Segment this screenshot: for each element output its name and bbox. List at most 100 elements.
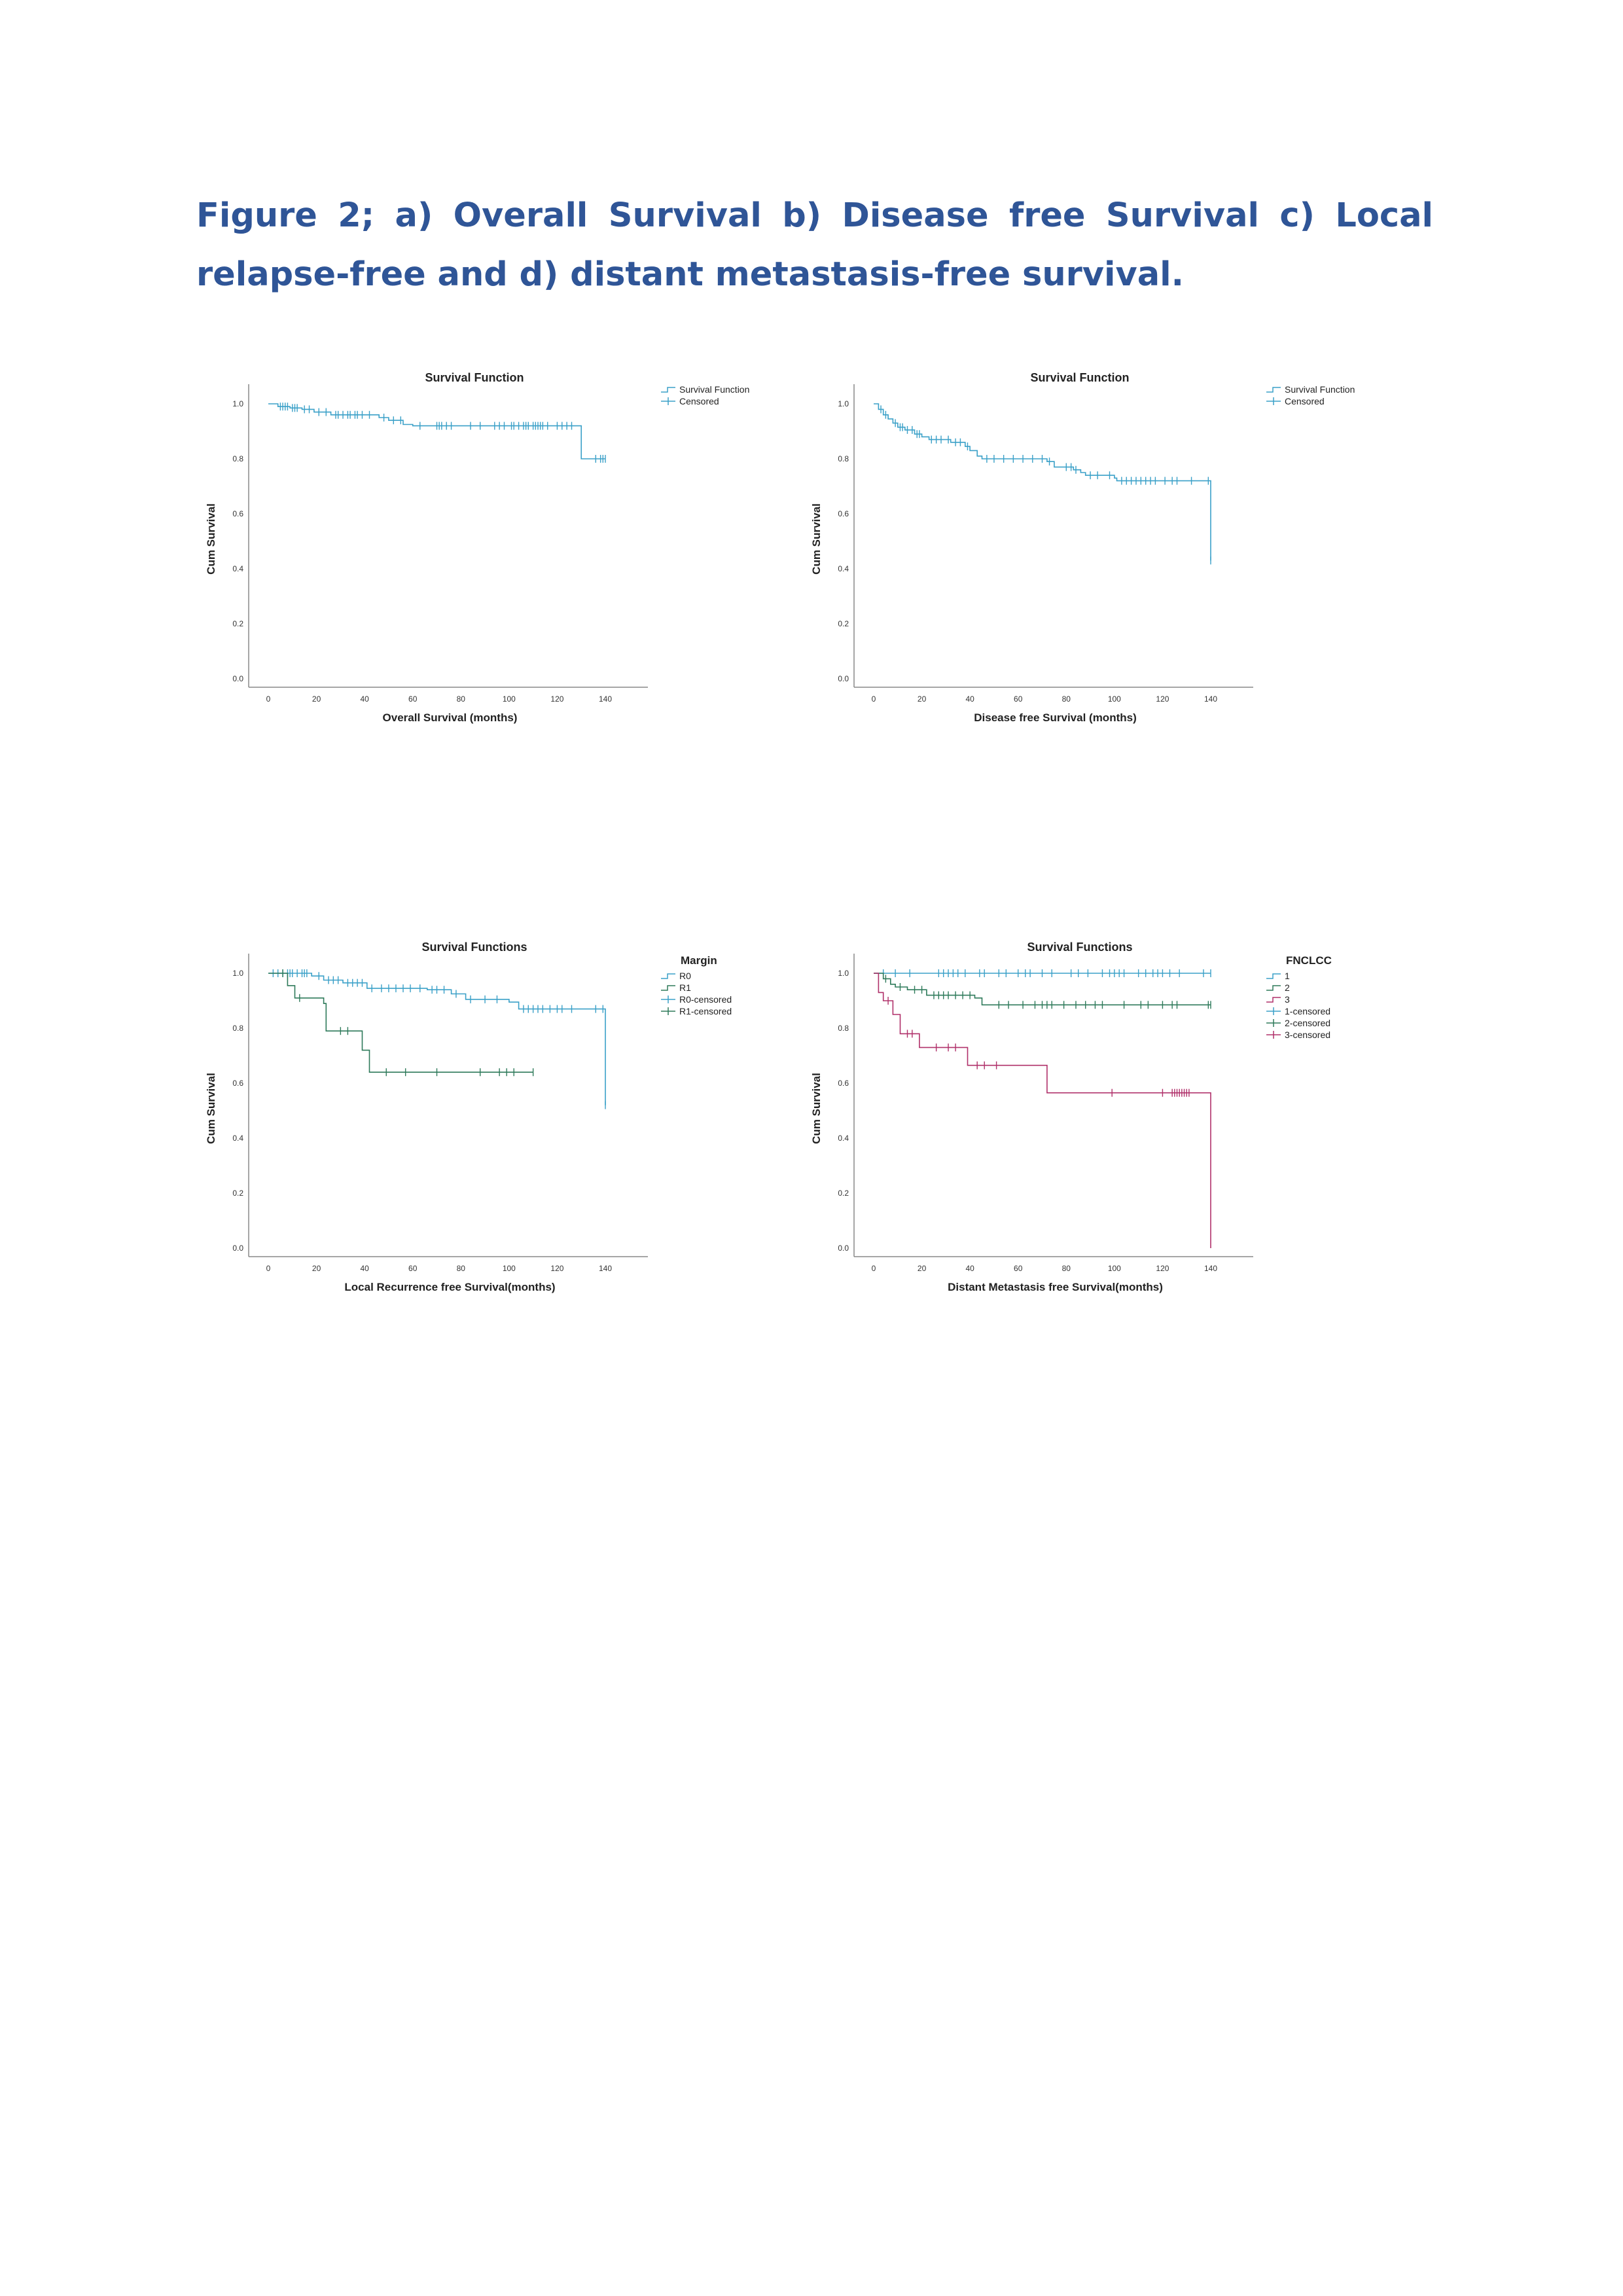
survival-step-line-survival-function (874, 403, 1211, 561)
legend-swatch-line (661, 387, 675, 393)
y-tick-label: 0.0 (232, 1244, 243, 1253)
legend-swatch-line (1266, 997, 1281, 1003)
chart-panel-a: Survival Function 0.0 0.2 0.4 0.6 0.8 1.0 0 20 40… (196, 370, 785, 724)
y-axis-label: Cum Survival (810, 503, 823, 575)
survival-step-line-3 (874, 973, 1211, 1248)
x-tick-label: 60 (1014, 694, 1023, 704)
legend-label: Censored (679, 396, 719, 406)
legend-label: R0-censored (679, 994, 732, 1005)
y-tick-label: 0.4 (232, 564, 243, 573)
survival-step-line-survival-function (268, 403, 605, 459)
y-tick-label: 0.4 (838, 564, 849, 573)
y-axis-label: Cum Survival (205, 503, 217, 575)
y-tick-label: 0.8 (232, 1024, 243, 1033)
x-tick-label: 120 (1156, 694, 1169, 704)
x-tick-label: 140 (1204, 1264, 1217, 1273)
y-tick-label: 0.2 (232, 1189, 243, 1198)
x-axis-label: Distant Metastasis free Survival(months) (948, 1281, 1163, 1293)
x-tick-label: 80 (1062, 694, 1071, 704)
legend-label: Survival Function (1285, 384, 1355, 395)
legend-label: 1 (1285, 971, 1290, 981)
y-axis-label: Cum Survival (205, 1073, 217, 1144)
y-tick-label: 1.0 (838, 969, 849, 978)
chart-svg-c: Survival Functions 0.0 0.2 0.4 0.6 0.8 1.0 0 20 4… (205, 941, 732, 1293)
y-tick-label: 0.4 (838, 1134, 849, 1143)
chart-panel-b: Survival Function 0.0 0.2 0.4 0.6 0.8 1.0 0 20 40… (802, 370, 1391, 724)
x-axis-label: Overall Survival (months) (383, 711, 518, 724)
x-axis-label: Local Recurrence free Survival(months) (344, 1281, 555, 1293)
legend-swatch-line (1266, 985, 1281, 991)
x-tick-label: 140 (599, 694, 612, 704)
chart-svg-b: Survival Function 0.0 0.2 0.4 0.6 0.8 1.0 0 20 40… (810, 371, 1355, 724)
x-tick-label: 60 (1014, 1264, 1023, 1273)
chart-title: Survival Function (1030, 371, 1129, 384)
x-tick-label: 20 (312, 1264, 321, 1273)
x-tick-label: 0 (872, 694, 876, 704)
x-tick-label: 0 (872, 1264, 876, 1273)
y-tick-label: 0.8 (838, 454, 849, 463)
x-tick-label: 0 (266, 1264, 271, 1273)
x-tick-label: 100 (1108, 1264, 1121, 1273)
chart-panel-d: Survival Functions 0.0 0.2 0.4 0.6 0.8 1.0 0 20 4… (802, 939, 1391, 1293)
x-tick-label: 100 (1108, 694, 1121, 704)
y-tick-label: 0.0 (838, 674, 849, 683)
x-tick-label: 80 (457, 1264, 466, 1273)
legend-label: 3-censored (1285, 1030, 1330, 1040)
chart-title: Survival Functions (1027, 941, 1132, 954)
x-tick-label: 0 (266, 694, 271, 704)
legend-label: Censored (1285, 396, 1325, 406)
y-tick-label: 0.2 (838, 1189, 849, 1198)
legend-label: Survival Function (679, 384, 749, 395)
y-tick-label: 0.6 (232, 509, 243, 518)
figure-caption: Figure 2; a) Overall Survival b) Disease… (196, 196, 1433, 294)
y-tick-label: 0.6 (838, 509, 849, 518)
x-tick-label: 60 (408, 694, 418, 704)
y-tick-label: 0.2 (232, 619, 243, 628)
chart-panel-c: Survival Functions 0.0 0.2 0.4 0.6 0.8 1.0 0 20 4… (196, 939, 785, 1293)
y-tick-label: 0.8 (838, 1024, 849, 1033)
legend-label: 1-censored (1285, 1006, 1330, 1016)
legend-label: 2-censored (1285, 1018, 1330, 1028)
y-tick-label: 0.6 (838, 1079, 849, 1088)
y-tick-label: 1.0 (232, 969, 243, 978)
y-tick-label: 1.0 (838, 399, 849, 408)
x-tick-label: 140 (599, 1264, 612, 1273)
x-tick-label: 120 (1156, 1264, 1169, 1273)
y-tick-label: 0.0 (838, 1244, 849, 1253)
y-tick-label: 1.0 (232, 399, 243, 408)
x-tick-label: 120 (550, 694, 563, 704)
x-tick-label: 20 (918, 1264, 927, 1273)
y-axis-label: Cum Survival (810, 1073, 823, 1144)
x-tick-label: 80 (457, 694, 466, 704)
x-tick-label: 100 (503, 1264, 516, 1273)
legend-swatch-line (1266, 387, 1281, 393)
legend-swatch-line (661, 985, 675, 991)
survival-step-line-2 (874, 973, 1211, 1006)
survival-step-line-r0 (268, 973, 606, 1105)
legend-label: R1-censored (679, 1006, 732, 1016)
chart-svg-a: Survival Function 0.0 0.2 0.4 0.6 0.8 1.0 0 20 40… (205, 371, 749, 724)
chart-title: Survival Functions (421, 941, 527, 954)
x-tick-label: 40 (965, 694, 974, 704)
x-tick-label: 140 (1204, 694, 1217, 704)
y-tick-label: 0.0 (232, 674, 243, 683)
x-tick-label: 100 (503, 694, 516, 704)
legend-title: FNCLCC (1286, 954, 1332, 967)
y-tick-label: 0.6 (232, 1079, 243, 1088)
x-tick-label: 20 (312, 694, 321, 704)
x-tick-label: 20 (918, 694, 927, 704)
legend-title: Margin (681, 954, 717, 967)
legend-label: 3 (1285, 994, 1290, 1005)
x-tick-label: 40 (965, 1264, 974, 1273)
x-tick-label: 40 (360, 1264, 369, 1273)
legend-swatch-line (1266, 973, 1281, 979)
y-tick-label: 0.8 (232, 454, 243, 463)
x-tick-label: 60 (408, 1264, 418, 1273)
legend-label: R1 (679, 982, 691, 993)
legend-label: R0 (679, 971, 691, 981)
chart-svg-d: Survival Functions 0.0 0.2 0.4 0.6 0.8 1.0 0 20 4… (810, 941, 1332, 1293)
y-tick-label: 0.4 (232, 1134, 243, 1143)
x-axis-label: Disease free Survival (months) (974, 711, 1136, 724)
survival-step-line-r1 (268, 973, 533, 1073)
chart-title: Survival Function (425, 371, 524, 384)
